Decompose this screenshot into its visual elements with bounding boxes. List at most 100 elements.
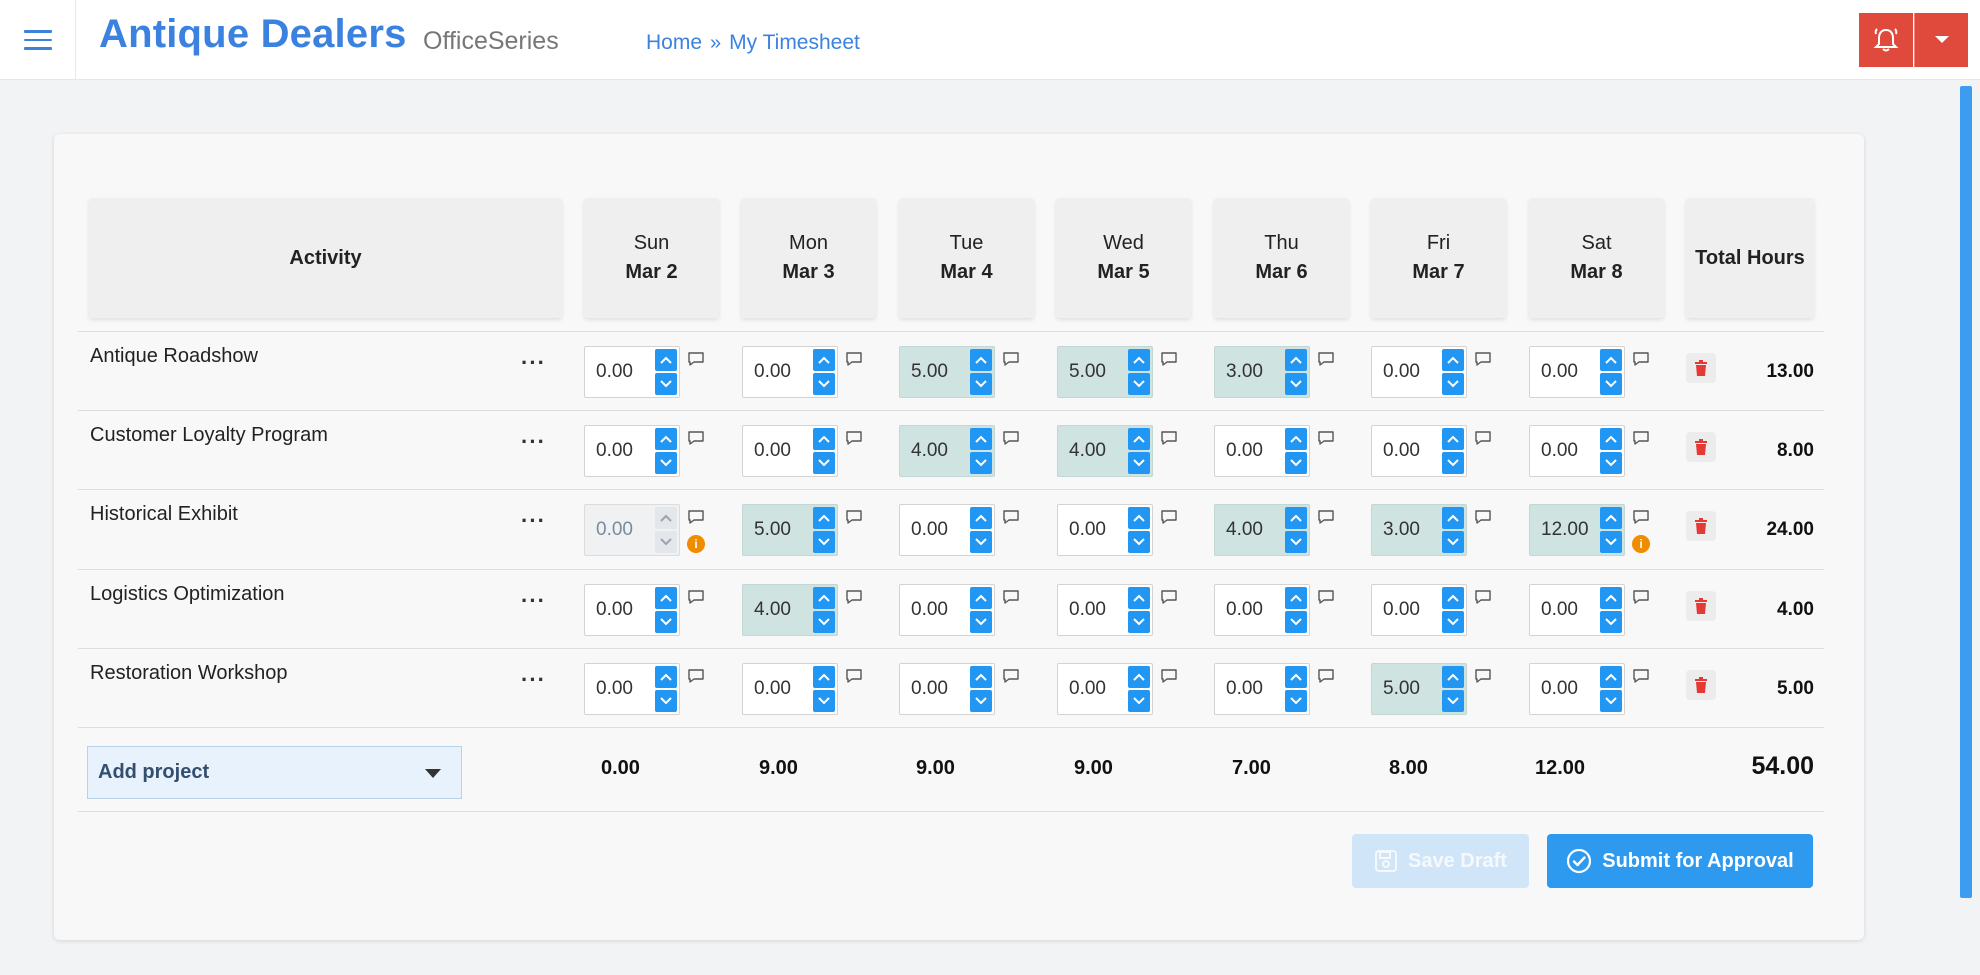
user-dropdown-chevron-icon[interactable]: [1914, 13, 1968, 67]
decrement-chevron-down-icon[interactable]: [1285, 452, 1307, 474]
hours-input-sat[interactable]: 12.00: [1529, 504, 1625, 556]
comment-icon[interactable]: [845, 430, 863, 446]
increment-chevron-up-icon[interactable]: [1285, 666, 1307, 688]
hours-input-thu[interactable]: 3.00: [1214, 346, 1310, 398]
more-options-icon[interactable]: ···: [521, 588, 546, 613]
comment-icon[interactable]: [687, 351, 705, 367]
increment-chevron-up-icon[interactable]: [1128, 587, 1150, 609]
hours-input-tue[interactable]: 4.00: [899, 425, 995, 477]
decrement-chevron-down-icon[interactable]: [813, 611, 835, 633]
comment-icon[interactable]: [1474, 668, 1492, 684]
decrement-chevron-down-icon[interactable]: [1128, 531, 1150, 553]
increment-chevron-up-icon[interactable]: [813, 428, 835, 450]
increment-chevron-up-icon[interactable]: [1600, 349, 1622, 371]
increment-chevron-up-icon[interactable]: [1600, 666, 1622, 688]
comment-icon[interactable]: [1474, 430, 1492, 446]
hours-input-tue[interactable]: 0.00: [899, 584, 995, 636]
hours-input-sat[interactable]: 0.00: [1529, 663, 1625, 715]
comment-icon[interactable]: [1002, 351, 1020, 367]
comment-icon[interactable]: [1632, 668, 1650, 684]
comment-icon[interactable]: [1160, 351, 1178, 367]
comment-icon[interactable]: [687, 668, 705, 684]
hours-input-thu[interactable]: 0.00: [1214, 425, 1310, 477]
more-options-icon[interactable]: ···: [521, 429, 546, 454]
comment-icon[interactable]: [1474, 589, 1492, 605]
increment-chevron-up-icon[interactable]: [970, 587, 992, 609]
hours-input-mon[interactable]: 0.00: [742, 346, 838, 398]
warning-info-icon[interactable]: i: [1632, 535, 1650, 553]
decrement-chevron-down-icon[interactable]: [813, 373, 835, 395]
breadcrumb-current-link[interactable]: My Timesheet: [729, 31, 860, 54]
decrement-chevron-down-icon[interactable]: [1442, 531, 1464, 553]
delete-row-trash-icon[interactable]: [1686, 353, 1716, 383]
hours-input-wed[interactable]: 0.00: [1057, 504, 1153, 556]
hours-input-tue[interactable]: 0.00: [899, 504, 995, 556]
decrement-chevron-down-icon[interactable]: [1600, 373, 1622, 395]
hours-input-sat[interactable]: 0.00: [1529, 346, 1625, 398]
increment-chevron-up-icon[interactable]: [655, 349, 677, 371]
increment-chevron-up-icon[interactable]: [1128, 507, 1150, 529]
decrement-chevron-down-icon[interactable]: [970, 690, 992, 712]
comment-icon[interactable]: [1002, 509, 1020, 525]
decrement-chevron-down-icon[interactable]: [813, 690, 835, 712]
increment-chevron-up-icon[interactable]: [1285, 349, 1307, 371]
delete-row-trash-icon[interactable]: [1686, 670, 1716, 700]
decrement-chevron-down-icon[interactable]: [813, 452, 835, 474]
comment-icon[interactable]: [1317, 351, 1335, 367]
decrement-chevron-down-icon[interactable]: [1600, 611, 1622, 633]
increment-chevron-up-icon[interactable]: [1442, 349, 1464, 371]
increment-chevron-up-icon[interactable]: [1442, 587, 1464, 609]
hours-input-tue[interactable]: 5.00: [899, 346, 995, 398]
hours-input-thu[interactable]: 0.00: [1214, 584, 1310, 636]
comment-icon[interactable]: [1160, 589, 1178, 605]
increment-chevron-up-icon[interactable]: [813, 587, 835, 609]
hours-input-wed[interactable]: 0.00: [1057, 584, 1153, 636]
increment-chevron-up-icon[interactable]: [970, 428, 992, 450]
comment-icon[interactable]: [845, 509, 863, 525]
comment-icon[interactable]: [845, 589, 863, 605]
comment-icon[interactable]: [1317, 430, 1335, 446]
increment-chevron-up-icon[interactable]: [970, 666, 992, 688]
decrement-chevron-down-icon[interactable]: [1128, 611, 1150, 633]
hours-input-thu[interactable]: 4.00: [1214, 504, 1310, 556]
more-options-icon[interactable]: ···: [521, 667, 546, 692]
comment-icon[interactable]: [1002, 668, 1020, 684]
increment-chevron-up-icon[interactable]: [1442, 507, 1464, 529]
hours-input-thu[interactable]: 0.00: [1214, 663, 1310, 715]
increment-chevron-up-icon[interactable]: [655, 428, 677, 450]
increment-chevron-up-icon[interactable]: [970, 507, 992, 529]
decrement-chevron-down-icon[interactable]: [655, 373, 677, 395]
increment-chevron-up-icon[interactable]: [970, 349, 992, 371]
decrement-chevron-down-icon[interactable]: [655, 690, 677, 712]
comment-icon[interactable]: [1160, 668, 1178, 684]
decrement-chevron-down-icon[interactable]: [1600, 690, 1622, 712]
decrement-chevron-down-icon[interactable]: [970, 452, 992, 474]
comment-icon[interactable]: [687, 430, 705, 446]
decrement-chevron-down-icon[interactable]: [813, 531, 835, 553]
decrement-chevron-down-icon[interactable]: [1600, 531, 1622, 553]
hours-input-wed[interactable]: 0.00: [1057, 663, 1153, 715]
comment-icon[interactable]: [1474, 509, 1492, 525]
comment-icon[interactable]: [1002, 589, 1020, 605]
comment-icon[interactable]: [845, 668, 863, 684]
increment-chevron-up-icon[interactable]: [813, 349, 835, 371]
breadcrumb-home-link[interactable]: Home: [646, 31, 703, 54]
hours-input-sun[interactable]: 0.00: [584, 346, 680, 398]
add-project-dropdown[interactable]: Add project: [87, 746, 462, 799]
comment-icon[interactable]: [1160, 430, 1178, 446]
increment-chevron-up-icon[interactable]: [1128, 349, 1150, 371]
save-draft-button[interactable]: Save Draft: [1352, 834, 1529, 888]
increment-chevron-up-icon[interactable]: [1285, 587, 1307, 609]
decrement-chevron-down-icon[interactable]: [1442, 452, 1464, 474]
increment-chevron-up-icon[interactable]: [1600, 587, 1622, 609]
increment-chevron-up-icon[interactable]: [1128, 666, 1150, 688]
comment-icon[interactable]: [1317, 668, 1335, 684]
increment-chevron-up-icon[interactable]: [1442, 666, 1464, 688]
comment-icon[interactable]: [687, 509, 705, 525]
comment-icon[interactable]: [1317, 509, 1335, 525]
submit-for-approval-button[interactable]: Submit for Approval: [1547, 834, 1813, 888]
hours-input-mon[interactable]: 4.00: [742, 584, 838, 636]
increment-chevron-up-icon[interactable]: [655, 587, 677, 609]
hours-input-mon[interactable]: 0.00: [742, 425, 838, 477]
hours-input-wed[interactable]: 4.00: [1057, 425, 1153, 477]
